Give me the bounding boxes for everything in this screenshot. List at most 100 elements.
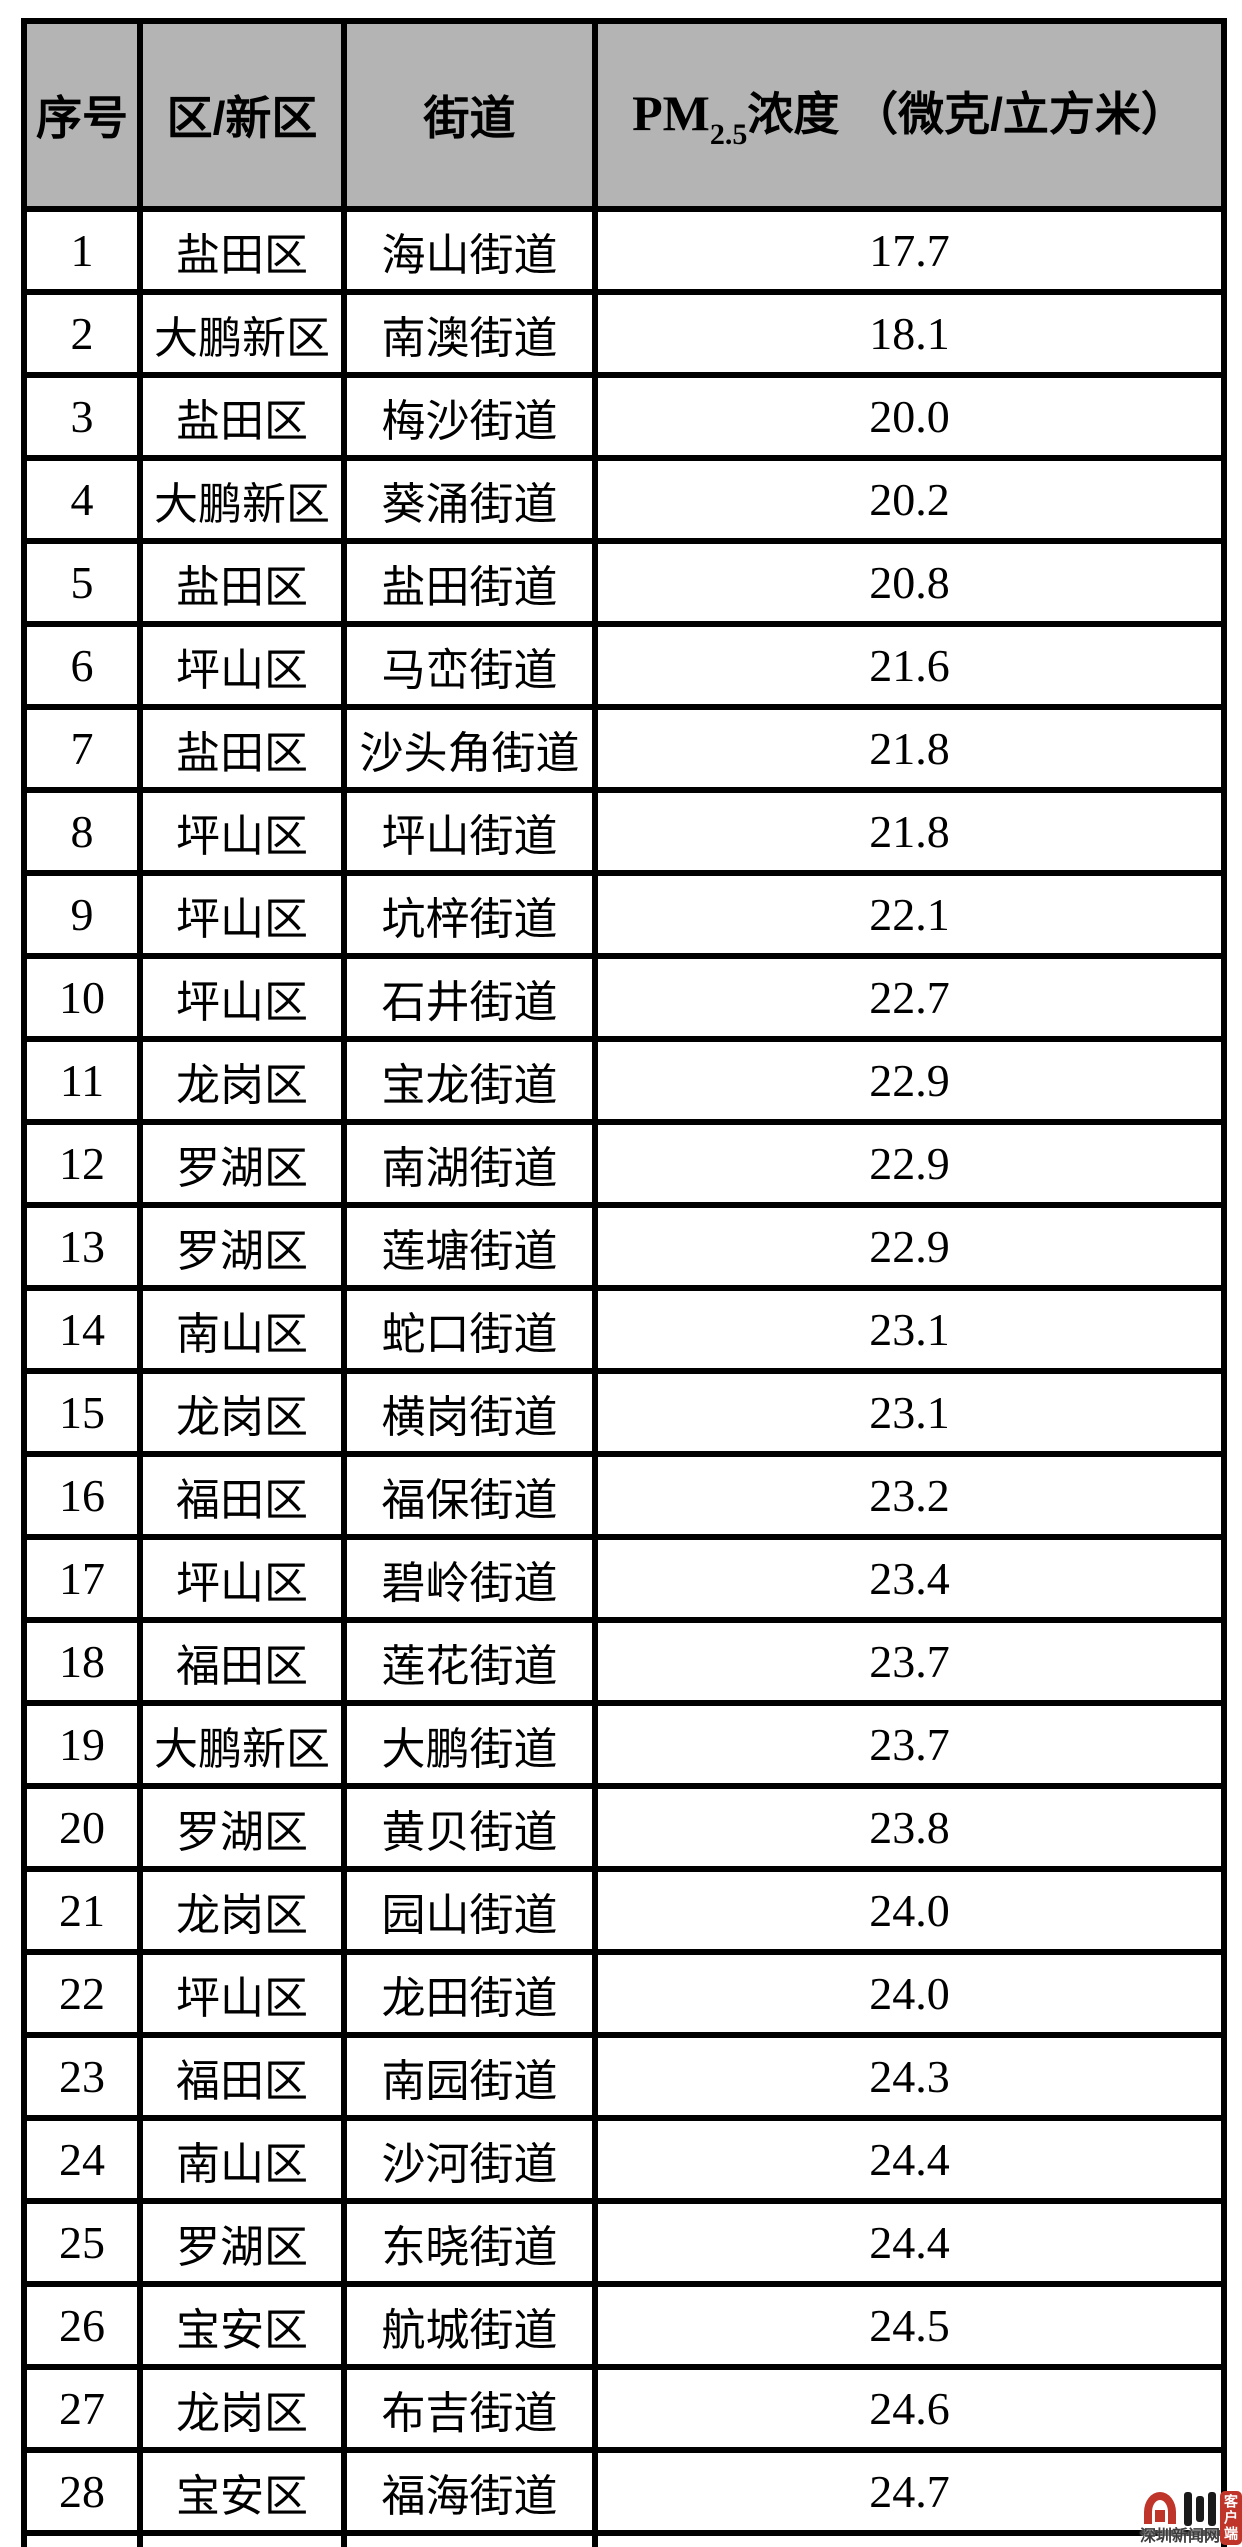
cell-value: 22.7 [592,953,1227,1042]
table-row: 18 福田区 莲花街道 23.7 [21,1617,1227,1706]
cell-street: 园山街道 [341,1866,598,1955]
cell-value: 24.0 [592,1866,1227,1955]
cell-street: 龙田街道 [341,1949,598,2038]
table-row: 20 罗湖区 黄贝街道 23.8 [21,1783,1227,1872]
cell-district: 龙岗区 [137,2364,347,2453]
logo-client-badge: 客户端 [1220,2491,1242,2545]
cell-value: 18.1 [592,289,1227,378]
cell-rank: 16 [21,1451,143,1540]
pm25-ranking-table-container: 序号 区/新区 街道 PM2.5浓度 （微克/立方米） 1 盐田区 海山街道 17.7… [21,18,1227,2547]
table-row: 13 罗湖区 莲塘街道 22.9 [21,1202,1227,1291]
cell-street: 海山街道 [341,206,598,295]
pm25-ranking-table: 序号 区/新区 街道 PM2.5浓度 （微克/立方米） 1 盐田区 海山街道 17.7… [21,18,1227,2547]
table-row: 26 宝安区 航城街道 24.5 [21,2281,1227,2370]
partial-next-row [21,2530,1227,2547]
cell-value: 21.8 [592,704,1227,793]
table-row: 23 福田区 南园街道 24.3 [21,2032,1227,2121]
cell-district: 坪山区 [137,1534,347,1623]
table-row: 10 坪山区 石井街道 22.7 [21,953,1227,1042]
cell-rank: 1 [21,206,143,295]
table-row: 9 坪山区 坑梓街道 22.1 [21,870,1227,959]
header-street: 街道 [341,18,598,212]
cell-district: 罗湖区 [137,1783,347,1872]
table-row: 5 盐田区 盐田街道 20.8 [21,538,1227,627]
cell-street: 东晓街道 [341,2198,598,2287]
cell-district: 大鹏新区 [137,455,347,544]
table-row: 15 龙岗区 横岗街道 23.1 [21,1368,1227,1457]
logo-bar-icon [1208,2492,1216,2526]
cell-street: 布吉街道 [341,2364,598,2453]
cell-district: 盐田区 [137,372,347,461]
cell-district: 盐田区 [137,206,347,295]
cell-rank: 15 [21,1368,143,1457]
table-row: 21 龙岗区 园山街道 24.0 [21,1866,1227,1955]
cell-street: 莲塘街道 [341,1202,598,1291]
logo-bar-icon [1196,2496,1204,2522]
cell-street: 蛇口街道 [341,1285,598,1374]
cell-street: 南澳街道 [341,289,598,378]
table-row: 17 坪山区 碧岭街道 23.4 [21,1534,1227,1623]
header-pm25: PM2.5浓度 （微克/立方米） [592,18,1227,212]
table-row: 28 宝安区 福海街道 24.7 [21,2447,1227,2536]
cell-value: 23.7 [592,1700,1227,1789]
cell-district: 龙岗区 [137,1866,347,1955]
cell-street: 葵涌街道 [341,455,598,544]
cell-street-empty [341,2530,598,2547]
cell-value: 24.0 [592,1949,1227,2038]
cell-value: 24.4 [592,2198,1227,2287]
cell-rank: 8 [21,787,143,876]
cell-district: 坪山区 [137,621,347,710]
cell-district: 南山区 [137,2115,347,2204]
cell-rank: 10 [21,953,143,1042]
cell-rank: 18 [21,1617,143,1706]
header-pm-suffix: 浓度 （微克/立方米） [747,88,1187,140]
table-row: 12 罗湖区 南湖街道 22.9 [21,1119,1227,1208]
cell-street: 沙头角街道 [341,704,598,793]
cell-rank: 20 [21,1783,143,1872]
table-row-partial [21,2530,1227,2547]
cell-district: 南山区 [137,1285,347,1374]
cell-district: 福田区 [137,1451,347,1540]
cell-value: 22.9 [592,1202,1227,1291]
cell-district: 盐田区 [137,538,347,627]
cell-rank: 26 [21,2281,143,2370]
table-row: 19 大鹏新区 大鹏街道 23.7 [21,1700,1227,1789]
cell-district: 盐田区 [137,704,347,793]
cell-street: 黄贝街道 [341,1783,598,1872]
cell-value: 23.1 [592,1285,1227,1374]
table-row: 6 坪山区 马峦街道 21.6 [21,621,1227,710]
cell-street: 坪山街道 [341,787,598,876]
cell-district: 宝安区 [137,2281,347,2370]
table-row: 24 南山区 沙河街道 24.4 [21,2115,1227,2204]
cell-district: 罗湖区 [137,1119,347,1208]
cell-street: 马峦街道 [341,621,598,710]
cell-district: 大鹏新区 [137,289,347,378]
cell-district: 坪山区 [137,870,347,959]
cell-district-empty [137,2530,347,2547]
cell-value: 24.4 [592,2115,1227,2204]
table-row: 22 坪山区 龙田街道 24.0 [21,1949,1227,2038]
cell-rank: 17 [21,1534,143,1623]
header-row: 序号 区/新区 街道 PM2.5浓度 （微克/立方米） [21,18,1227,212]
logo-bar-icon [1184,2492,1192,2526]
cell-value: 21.6 [592,621,1227,710]
cell-street: 坑梓街道 [341,870,598,959]
cell-street: 沙河街道 [341,2115,598,2204]
cell-rank: 25 [21,2198,143,2287]
cell-rank: 14 [21,1285,143,1374]
table-row: 4 大鹏新区 葵涌街道 20.2 [21,455,1227,544]
cell-value: 17.7 [592,206,1227,295]
cell-rank: 28 [21,2447,143,2536]
table-row: 3 盐田区 梅沙街道 20.0 [21,372,1227,461]
cell-rank: 6 [21,621,143,710]
cell-value: 22.9 [592,1119,1227,1208]
cell-rank: 22 [21,1949,143,2038]
cell-district: 宝安区 [137,2447,347,2536]
cell-value: 20.8 [592,538,1227,627]
cell-district: 龙岗区 [137,1036,347,1125]
cell-rank: 21 [21,1866,143,1955]
table-row: 7 盐田区 沙头角街道 21.8 [21,704,1227,793]
cell-value: 22.9 [592,1036,1227,1125]
cell-rank: 3 [21,372,143,461]
cell-district: 坪山区 [137,787,347,876]
